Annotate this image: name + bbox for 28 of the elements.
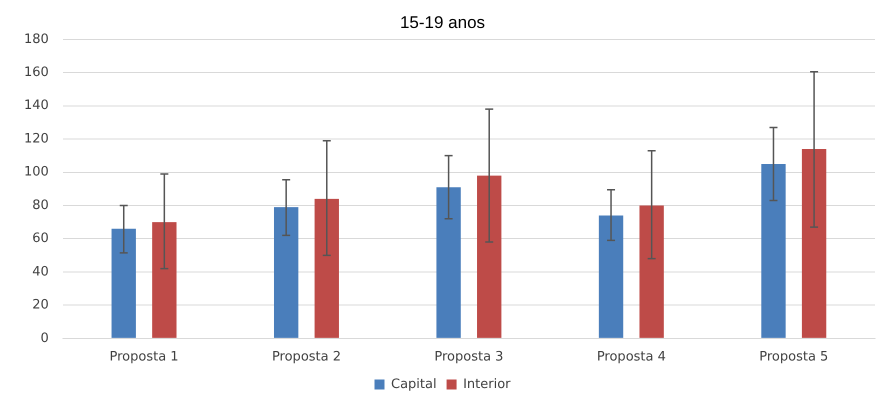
bar	[314, 198, 339, 338]
x-tick-label: Proposta 5	[759, 350, 828, 365]
x-tick-label: Proposta 2	[272, 350, 342, 365]
legend-label: Capital	[390, 376, 437, 392]
x-tick-label: Proposta 1	[109, 350, 179, 365]
legend-label: Interior	[463, 376, 512, 392]
bar	[802, 149, 826, 338]
bar	[436, 187, 461, 338]
y-tick-label: 60	[32, 231, 49, 246]
y-tick-label: 160	[24, 64, 49, 80]
y-tick-label: 20	[32, 298, 49, 313]
y-tick-label: 100	[24, 164, 49, 180]
bar	[639, 206, 664, 338]
bar	[274, 207, 298, 338]
chart-title: 15-19 anos	[400, 12, 486, 32]
x-tick-label: Proposta 3	[434, 350, 504, 365]
y-tick-label: 180	[24, 32, 49, 47]
y-tick-label: 80	[32, 198, 49, 213]
y-tick-label: 40	[32, 264, 49, 280]
bar	[152, 222, 177, 338]
bar	[761, 164, 786, 338]
y-tick-label: 140	[24, 98, 49, 114]
y-tick-label: 0	[40, 330, 49, 346]
y-tick-label: 120	[24, 131, 49, 146]
bar	[112, 228, 136, 338]
x-tick-label: Proposta 4	[596, 350, 666, 365]
bar	[477, 176, 502, 338]
bar	[598, 215, 624, 338]
